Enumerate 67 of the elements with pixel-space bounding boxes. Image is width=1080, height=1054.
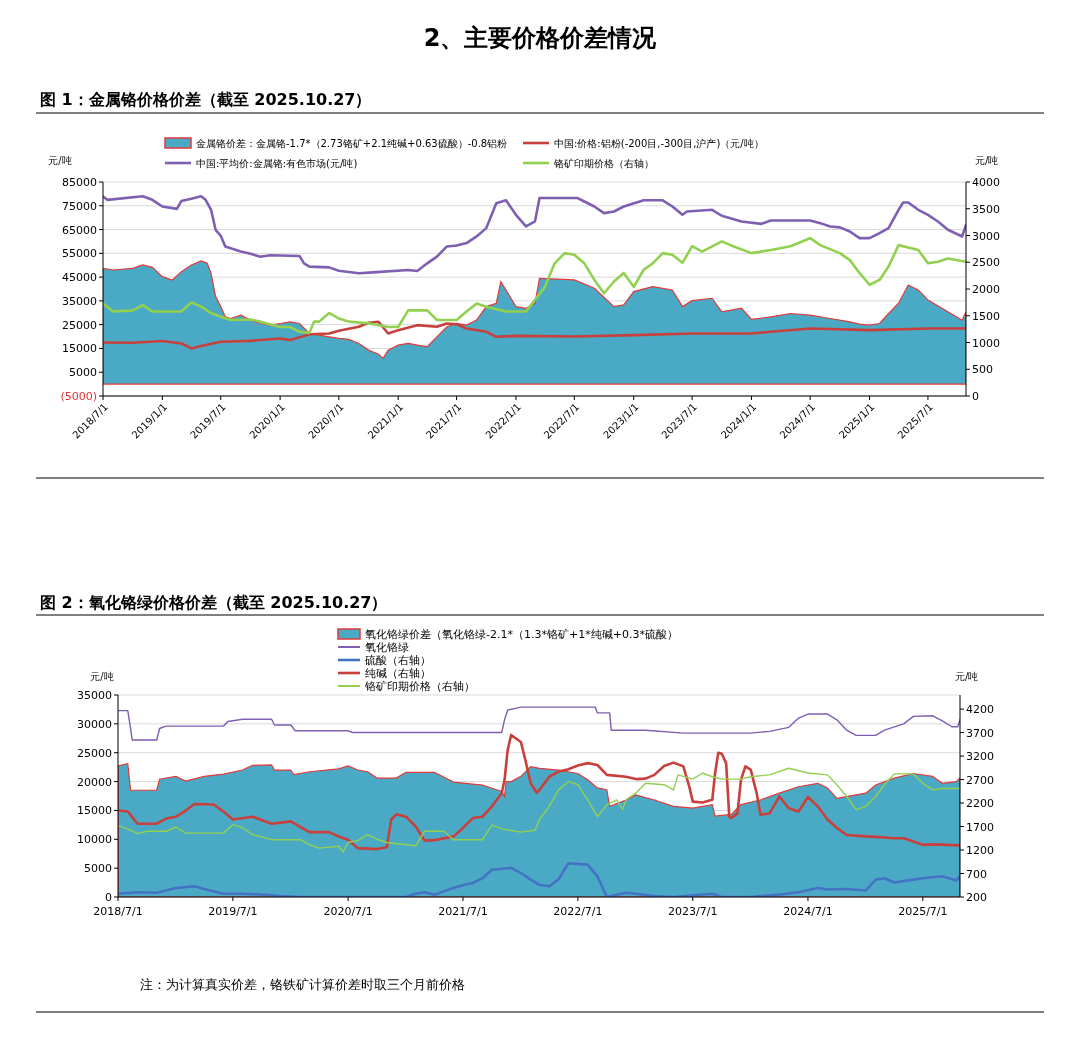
y-tick-label: 55000	[62, 247, 97, 261]
line-series	[103, 236, 966, 335]
y-axis-title: 元/吨	[90, 671, 114, 682]
y-tick-label: 25000	[77, 746, 112, 760]
y2-tick-label: 2000	[972, 283, 1000, 296]
chart-title: 图 2：氧化铬绿价格价差（截至 2025.10.27）	[40, 593, 388, 612]
line-series	[103, 194, 966, 275]
text: 2、主要价格价差情况	[423, 24, 658, 52]
y-tick-label: 15000	[62, 342, 97, 356]
y2-tick-label: 2200	[966, 797, 994, 811]
y-tick-label: 5000	[84, 862, 112, 876]
x-tick-label: 2019/7/1	[208, 905, 258, 918]
y2-tick-label: 1200	[966, 844, 994, 858]
x-tick-label: 2025/7/1	[898, 905, 948, 918]
legend-label: 硫酸（右轴）	[365, 654, 431, 667]
y2-tick-label: 3500	[972, 202, 1000, 216]
x-tick-label: 2023/7/1	[668, 905, 718, 918]
y-tick-label: 65000	[62, 223, 97, 237]
y2-tick-label: 4000	[972, 176, 1000, 189]
x-tick-label: 2020/7/1	[323, 905, 373, 918]
y2-tick-label: 3000	[972, 229, 1000, 243]
y-tick-label: 25000	[62, 318, 97, 332]
legend-label: 铬矿印期价格（右轴）	[553, 158, 654, 169]
y2-tick-label: 3200	[966, 750, 994, 764]
x-tick-label: 2018/7/1	[93, 905, 143, 918]
y-tick-label: 45000	[62, 271, 97, 285]
line-series	[118, 706, 960, 741]
y2-tick-label: 700	[966, 867, 987, 881]
legend-label: 铬矿印期价格（右轴）	[364, 680, 475, 693]
x-tick-label: 2021/7/1	[438, 905, 488, 918]
line-series	[118, 767, 960, 853]
x-tick-label: 2022/7/1	[553, 905, 603, 918]
legend-label: 中国:价格:铝粉(-200目,-300目,沪产)（元/吨）	[554, 138, 764, 149]
y-tick-label: 30000	[77, 717, 112, 731]
y2-tick-label: 2500	[972, 256, 1000, 270]
text: 注：为计算真实价差，铬铁矿计算价差时取三个月前价格	[140, 977, 465, 992]
legend-label: 金属铬价差：金属铬-1.7*（2.73铬矿+2.1纯碱+0.63硫酸）-0.8铝粉	[196, 138, 508, 149]
y-tick-label: 0	[105, 891, 112, 904]
y-tick-label: (5000)	[60, 390, 97, 403]
y2-tick-label: 200	[966, 891, 987, 904]
legend-label: 纯碱（右轴）	[365, 667, 431, 680]
y-tick-label: 75000	[62, 199, 97, 213]
legend-label: 中国:平均价:金属铬:有色市场(元/吨)	[196, 158, 358, 169]
y-tick-label: 20000	[77, 775, 112, 789]
x-tick-label: 2024/7/1	[783, 905, 833, 918]
legend-label: 氧化铬绿价差（氧化铬绿-2.1*（1.3*铬矿+1*纯碱+0.3*硫酸）	[365, 628, 678, 641]
y-tick-label: 15000	[77, 804, 112, 818]
y2-tick-label: 0	[972, 390, 979, 403]
y-tick-label: 10000	[77, 833, 112, 847]
y2-tick-label: 1700	[966, 820, 994, 834]
legend-label: 氧化铬绿	[365, 641, 409, 654]
y2-tick-label: 1500	[972, 309, 1000, 323]
y2-tick-label: 3700	[966, 726, 994, 740]
y2-tick-label: 2700	[966, 773, 994, 787]
y2-axis-title: 元/吨	[975, 155, 999, 166]
y-tick-label: 35000	[62, 294, 97, 308]
y2-tick-label: 4200	[966, 703, 994, 717]
line-series	[103, 320, 966, 350]
chart-title: 图 1：金属铬价格价差（截至 2025.10.27）	[40, 90, 372, 109]
line-series	[118, 733, 960, 851]
y-tick-label: 85000	[62, 176, 97, 189]
y2-tick-label: 1000	[972, 336, 1000, 350]
y-tick-label: 5000	[69, 366, 97, 380]
y-axis-title: 元/吨	[48, 155, 72, 166]
y2-axis-title: 元/吨	[955, 671, 979, 682]
y-tick-label: 35000	[77, 689, 112, 702]
y2-tick-label: 500	[972, 363, 993, 377]
